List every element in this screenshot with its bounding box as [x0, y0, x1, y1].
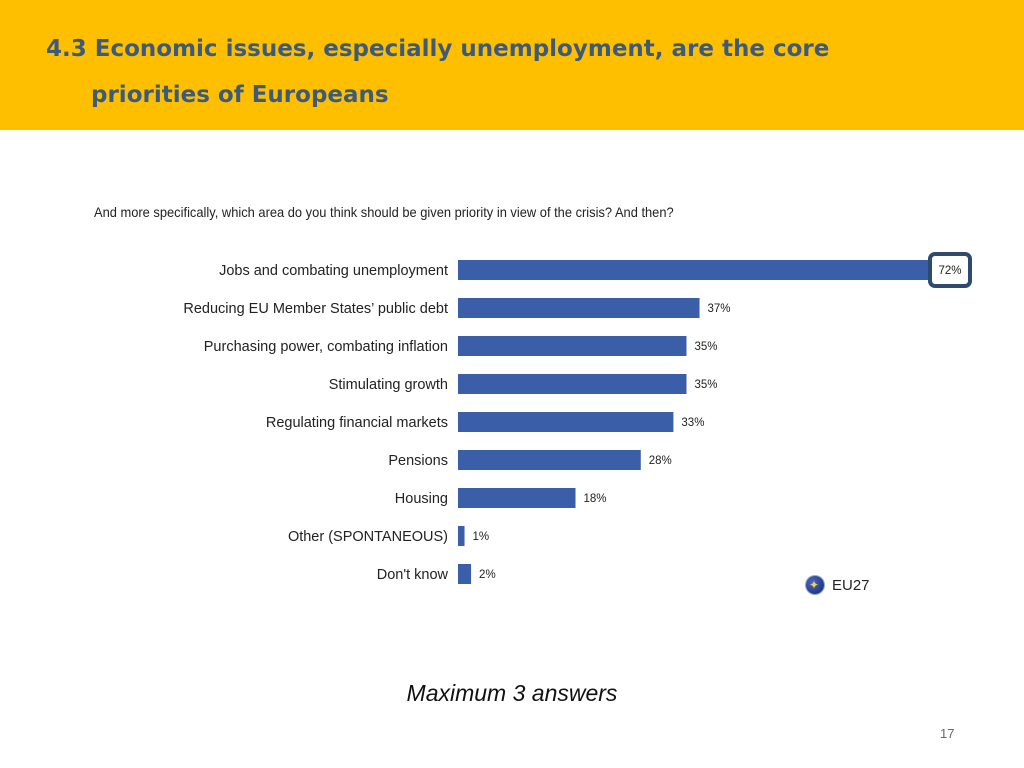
survey-question: And more specifically, which area do you… — [94, 204, 674, 220]
page-number: 17 — [940, 726, 955, 741]
chart-legend: EU27 — [806, 576, 870, 594]
bar — [458, 450, 641, 470]
bar — [458, 336, 687, 356]
bar — [458, 374, 687, 394]
category-label: Other (SPONTANEOUS) — [288, 529, 448, 545]
page-title: 4.3 Economic issues, especially unemploy… — [46, 26, 946, 118]
bar — [458, 526, 465, 546]
page-title-line1: 4.3 Economic issues, especially unemploy… — [46, 36, 830, 62]
value-label: 35% — [694, 341, 717, 353]
bar-chart: Jobs and combating unemployment 72% Reduci… — [183, 252, 972, 584]
bar — [458, 260, 928, 280]
bar — [458, 564, 472, 584]
value-label: 18% — [584, 493, 607, 505]
highlight-box — [928, 252, 972, 288]
value-label: 72% — [938, 265, 961, 277]
page-title-line2: priorities of Europeans — [91, 82, 389, 108]
value-label: 2% — [479, 569, 496, 581]
category-label: Regulating financial markets — [266, 415, 448, 431]
value-label: 28% — [649, 455, 672, 467]
category-label: Stimulating growth — [329, 377, 448, 393]
bar — [458, 488, 576, 508]
category-label: Jobs and combating unemployment — [219, 263, 448, 279]
category-label: Housing — [395, 491, 448, 507]
value-label: 35% — [694, 379, 717, 391]
footnote: Maximum 3 answers — [406, 680, 618, 706]
value-label: 33% — [681, 417, 704, 429]
legend-label: EU27 — [832, 576, 870, 594]
category-label: Reducing EU Member States’ public debt — [183, 301, 448, 317]
value-label: 37% — [708, 303, 731, 315]
eu-flag-icon — [806, 576, 824, 594]
category-label: Pensions — [388, 453, 448, 469]
header-banner: 4.3 Economic issues, especially unemploy… — [0, 0, 1024, 130]
value-label: 1% — [473, 531, 490, 543]
bar — [458, 412, 674, 432]
bar — [458, 298, 700, 318]
category-label: Purchasing power, combating inflation — [204, 339, 448, 355]
category-label: Don't know — [377, 567, 449, 583]
